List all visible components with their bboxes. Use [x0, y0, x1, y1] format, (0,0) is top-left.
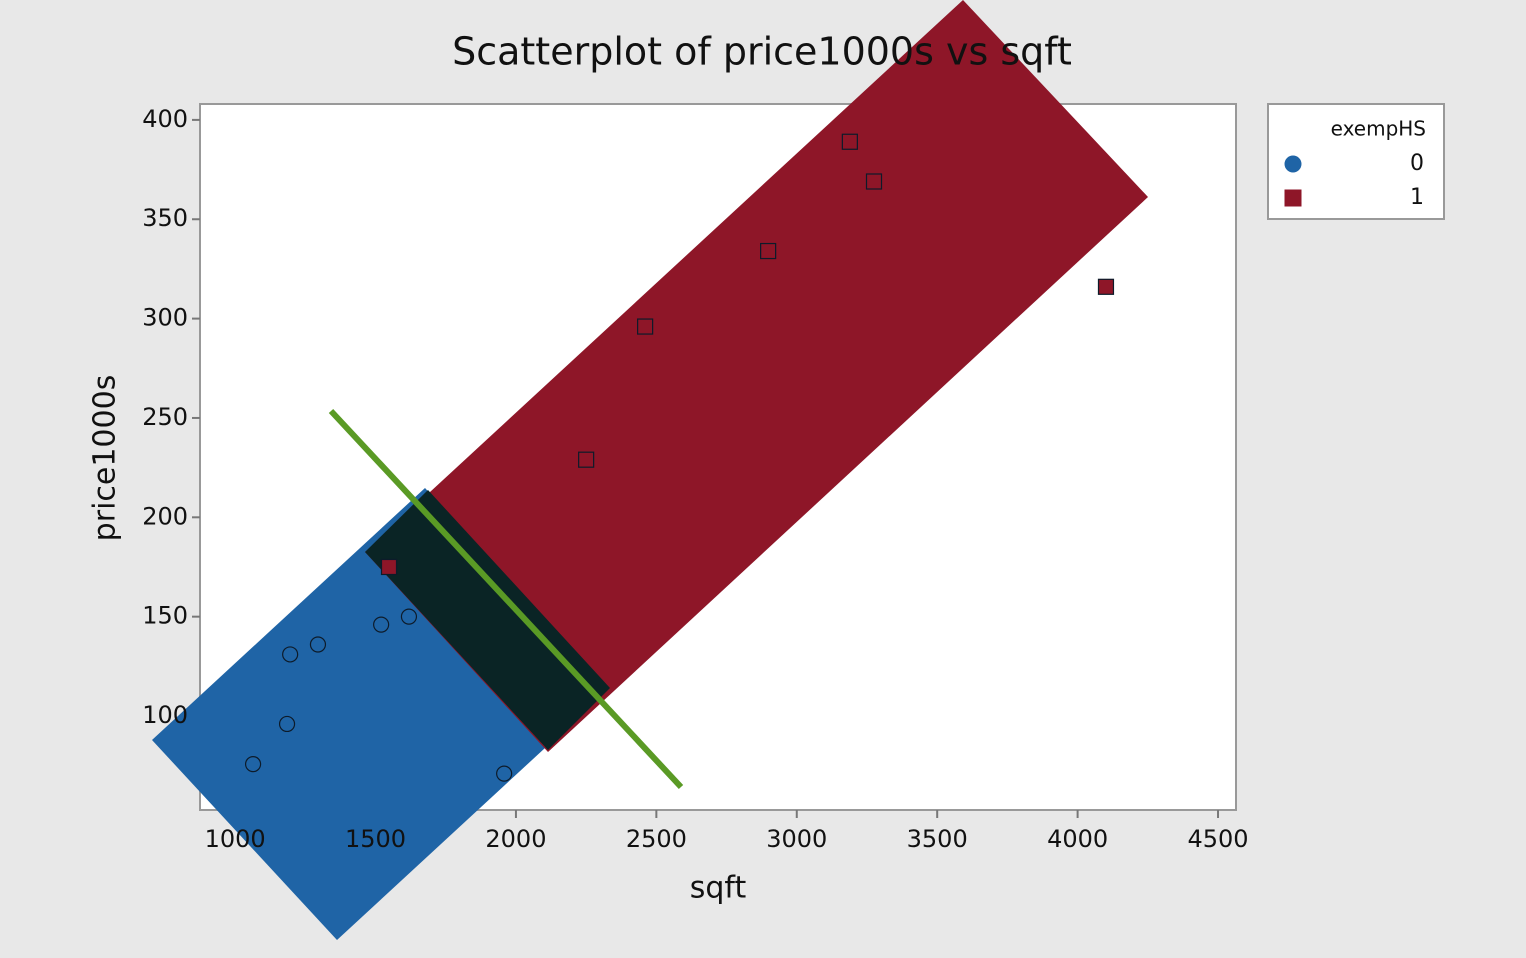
y-tick-label: 250: [142, 403, 188, 431]
x-axis-label: sqft: [690, 871, 747, 906]
point: [637, 318, 654, 335]
x-tick-label: 3000: [766, 825, 827, 853]
point: [380, 558, 398, 576]
point: [496, 765, 513, 782]
green-line: [328, 408, 684, 790]
point: [278, 715, 296, 733]
x-tick-label: 4000: [1047, 825, 1108, 853]
annotations: [152, 0, 1148, 940]
point: [400, 608, 418, 625]
point: [760, 242, 777, 260]
chart-title: Scatterplot of price1000s vs sqft: [452, 30, 1072, 74]
x-tick-label: 1500: [345, 825, 406, 853]
point: [1097, 278, 1115, 295]
overlap-region: [365, 490, 610, 750]
point: [373, 616, 390, 633]
point: [578, 451, 595, 468]
y-tick-label: 300: [142, 304, 188, 332]
legend-label: 1: [1410, 185, 1424, 210]
points: [244, 133, 1115, 782]
legend-label: 0: [1410, 151, 1424, 176]
point: [841, 133, 858, 150]
y-axis-label: price1000s: [88, 375, 123, 542]
point: [865, 173, 883, 190]
legend-marker: [1284, 189, 1302, 207]
x-tick-label: 3500: [907, 825, 968, 853]
x-tick-label: 2000: [485, 825, 546, 853]
x-tick-label: 1000: [205, 825, 266, 853]
x-tick-label: 2500: [626, 825, 687, 853]
point: [282, 646, 299, 663]
legend-title: exempHS: [1331, 117, 1426, 141]
y-tick-label: 150: [142, 602, 188, 630]
marks: [192, 118, 1220, 818]
point: [309, 636, 327, 653]
legend-marker: [1284, 155, 1302, 173]
y-tick-label: 400: [142, 105, 188, 133]
y-tick-label: 100: [142, 701, 188, 729]
y-tick-label: 350: [142, 204, 188, 232]
x-tick-label: 4500: [1187, 825, 1248, 853]
point: [244, 755, 262, 773]
y-tick-label: 200: [142, 502, 188, 530]
red-rectangle: [365, 0, 1148, 752]
